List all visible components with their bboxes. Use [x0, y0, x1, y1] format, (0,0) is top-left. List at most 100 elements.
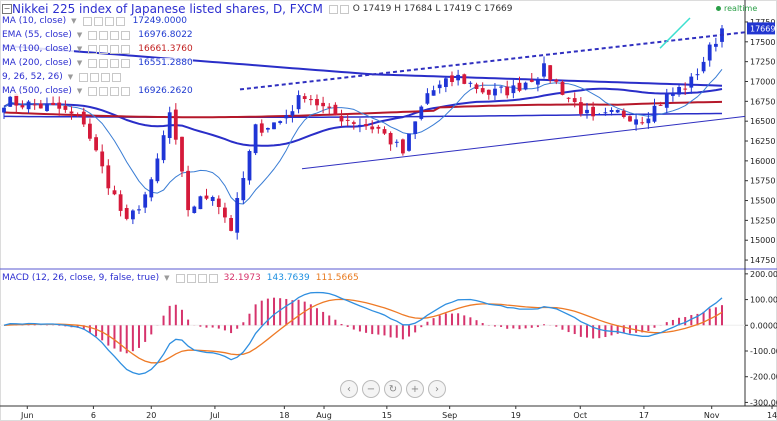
add-icon[interactable] [121, 30, 131, 40]
resistance-trendline [239, 31, 746, 91]
candle-body [26, 101, 31, 110]
indicator-row[interactable]: EMA (55, close) ▼ 16976.8022 [0, 28, 193, 42]
candle-body [198, 196, 203, 210]
chevron-down-icon[interactable]: ▼ [164, 274, 170, 282]
candle-body [431, 90, 436, 96]
cyan-trendline [659, 17, 691, 49]
add-icon[interactable] [121, 58, 131, 68]
close-icon[interactable] [110, 86, 120, 96]
candle-body [131, 210, 135, 220]
candle-body [210, 197, 215, 201]
add-icon[interactable] [115, 16, 125, 26]
settings-icon[interactable] [99, 30, 109, 40]
candle-body [63, 105, 68, 110]
indicator-label: MA (200, close) [2, 58, 74, 68]
zoom-out-icon[interactable]: − [362, 380, 380, 398]
eye-icon[interactable] [79, 72, 89, 82]
chevron-left-icon[interactable]: ‹ [340, 380, 358, 398]
candle-body [394, 141, 399, 143]
time-tick-label: Nov [704, 411, 720, 420]
close-icon[interactable] [101, 72, 111, 82]
candle-body [118, 194, 123, 211]
add-icon[interactable] [208, 273, 218, 283]
price-tick-label: 14750 [750, 256, 775, 265]
close-icon[interactable] [197, 273, 207, 283]
eye-icon[interactable] [88, 58, 98, 68]
price-tick-label: 15000 [750, 236, 775, 245]
macd-label: MACD (12, 26, close, 9, false, true) [2, 273, 162, 283]
eye-icon[interactable] [82, 16, 92, 26]
add-icon[interactable] [112, 72, 122, 82]
chevron-down-icon[interactable]: ▼ [76, 59, 83, 67]
add-icon[interactable] [121, 44, 131, 54]
time-tick-label: 6 [91, 411, 96, 420]
reset-icon[interactable]: ↻ [384, 380, 402, 398]
candle-body [2, 107, 6, 113]
settings-icon[interactable] [99, 44, 109, 54]
eye-icon[interactable] [175, 273, 185, 283]
time-tick-label: 15 [382, 411, 392, 420]
macd-hist-value: 32.1973 [223, 273, 261, 283]
macd-line-value: 143.7639 [266, 273, 310, 283]
settings-icon[interactable] [99, 58, 109, 68]
close-icon[interactable] [104, 16, 114, 26]
ohlc-readout: O 17419 H 17684 L 17419 C 17669 [352, 4, 513, 14]
chevron-down-icon[interactable]: ▼ [76, 87, 83, 95]
zoom-in-icon[interactable]: + [406, 380, 424, 398]
settings-icon[interactable] [186, 273, 196, 283]
candle-body [339, 116, 344, 122]
candle-body [112, 190, 117, 195]
close-icon[interactable] [110, 58, 120, 68]
chevron-right-icon[interactable]: › [428, 380, 446, 398]
candle-body [20, 105, 25, 108]
candle-body [45, 104, 49, 111]
add-icon[interactable] [121, 86, 131, 96]
candle-body [143, 194, 148, 208]
chevron-down-icon[interactable]: ▼ [67, 73, 74, 81]
close-icon[interactable] [110, 30, 120, 40]
settings-icon[interactable] [99, 86, 109, 96]
close-icon[interactable] [110, 44, 120, 54]
candle-body [241, 178, 246, 201]
candle-body [529, 79, 534, 82]
price-tick-label: 16750 [750, 97, 775, 106]
candle-body [259, 123, 264, 133]
time-tick-label: 14 [767, 411, 777, 420]
chart-navigation: ‹ − ↻ + › [340, 380, 446, 398]
candle-body [523, 82, 528, 90]
eye-icon[interactable] [88, 86, 98, 96]
chevron-down-icon[interactable]: ▼ [76, 31, 83, 39]
candle-body [364, 124, 368, 127]
candle-body [88, 123, 92, 139]
candle-body [81, 111, 86, 125]
eye-icon[interactable] [88, 44, 98, 54]
candle-body [167, 112, 172, 138]
indicator-row[interactable]: 9, 26, 52, 26) ▼ [0, 70, 122, 84]
price-tick-label: 17000 [750, 77, 775, 86]
minimize-icon[interactable]: − [2, 4, 12, 14]
eye-icon[interactable] [88, 30, 98, 40]
settings-icon[interactable] [90, 72, 100, 82]
candle-body [683, 88, 688, 90]
candle-body [554, 79, 559, 82]
candle-body [278, 121, 283, 123]
price-tick-label: 15750 [750, 177, 775, 186]
indicator-label: 9, 26, 52, 26) [2, 72, 65, 82]
indicator-row[interactable]: MA (10, close) ▼ 17249.0000 [0, 14, 187, 28]
time-tick-label: 19 [511, 411, 521, 420]
candle-body [572, 98, 577, 103]
indicator-row[interactable]: MA (100, close) ▼ 16661.3760 [0, 42, 193, 56]
macd-signal-value: 111.5665 [315, 273, 359, 283]
settings-icon[interactable] [93, 16, 103, 26]
chevron-down-icon[interactable]: ▼ [76, 45, 83, 53]
chevron-down-icon[interactable]: ▼ [71, 17, 77, 25]
indicator-value: 16926.2620 [138, 86, 193, 96]
indicator-row[interactable]: MA (500, close) ▼ 16926.2620 [0, 84, 193, 98]
candle-body [536, 78, 540, 85]
candle-body [137, 209, 141, 211]
indicator-row[interactable]: MA (200, close) ▼ 16551.2880 [0, 56, 193, 70]
lock-icon[interactable] [339, 4, 349, 14]
candle-body [272, 122, 276, 130]
settings-icon[interactable] [328, 4, 338, 14]
